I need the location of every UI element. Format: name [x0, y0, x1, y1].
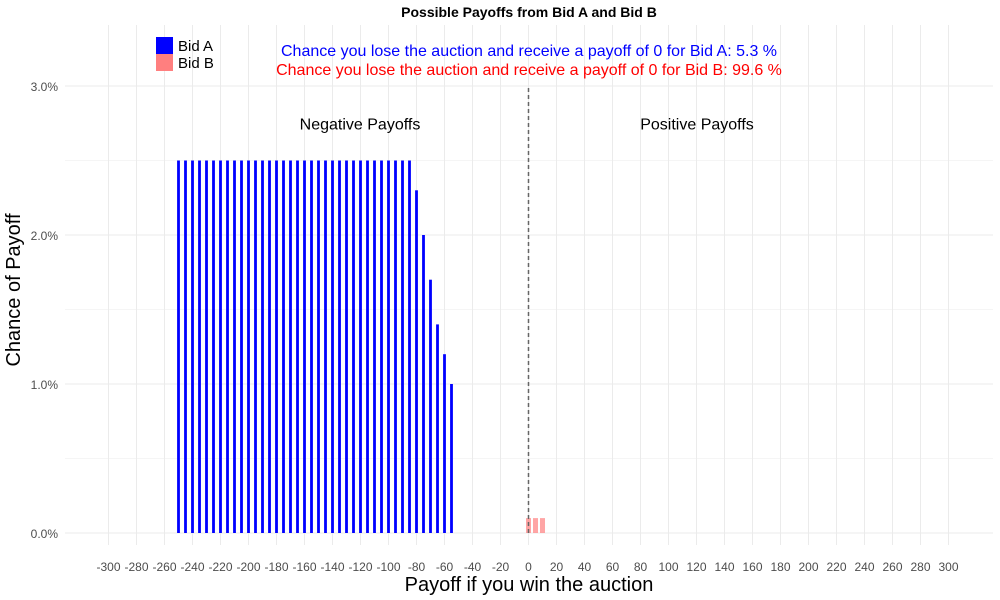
- y-tick-label: 2.0%: [31, 229, 59, 243]
- x-tick-label: -280: [124, 560, 148, 574]
- x-axis-title: Payoff if you win the auction: [405, 574, 654, 596]
- x-tick-label: -300: [96, 560, 120, 574]
- chart-title: Possible Payoffs from Bid A and Bid B: [401, 4, 657, 20]
- x-tick-label: -20: [492, 560, 510, 574]
- bid-a-bar: [296, 160, 299, 533]
- legend: Bid A Bid B: [156, 37, 214, 72]
- x-tick-label: 120: [686, 560, 706, 574]
- x-tick-label: 40: [578, 560, 592, 574]
- negative-payoffs-label: Negative Payoffs: [300, 116, 421, 133]
- bid-b-bar: [533, 518, 538, 533]
- bid-a-bar: [310, 160, 313, 533]
- x-tick-label: 160: [742, 560, 762, 574]
- bid-a-bar: [436, 324, 439, 533]
- bars: [177, 160, 545, 534]
- x-tick-label: 240: [854, 560, 874, 574]
- x-tick-label: 0: [525, 560, 532, 574]
- x-tick-label: 60: [606, 560, 620, 574]
- x-tick-label: -100: [376, 560, 400, 574]
- x-tick-label: -240: [180, 560, 204, 574]
- y-axis-title: Chance of Payoff: [3, 213, 25, 367]
- bid-a-bar: [177, 160, 180, 533]
- bid-a-bar: [450, 384, 453, 533]
- legend-swatch-bid-b: [156, 54, 173, 71]
- x-tick-label: -80: [408, 560, 426, 574]
- x-tick-label: 140: [714, 560, 734, 574]
- bid-a-bar: [303, 160, 306, 533]
- y-tick-labels: 0.0% 1.0% 2.0% 3.0%: [31, 80, 59, 541]
- x-tick-label: 220: [826, 560, 846, 574]
- x-tick-label: 180: [770, 560, 790, 574]
- bid-a-bar: [366, 160, 369, 533]
- bid-a-bar: [240, 160, 243, 533]
- x-tick-label: -60: [436, 560, 454, 574]
- bid-a-bar: [401, 160, 404, 533]
- bid-a-bar: [394, 160, 397, 533]
- bid-a-bar: [247, 160, 250, 533]
- bid-a-bar: [359, 160, 362, 533]
- y-tick-label: 3.0%: [31, 80, 59, 94]
- bid-a-bar: [261, 160, 264, 533]
- bid-a-bar: [205, 160, 208, 533]
- legend-label-bid-a: Bid A: [178, 38, 213, 55]
- bid-a-bar: [429, 279, 432, 533]
- bid-a-bar: [324, 160, 327, 533]
- x-tick-label: 20: [550, 560, 564, 574]
- x-tick-label: 280: [910, 560, 930, 574]
- legend-swatch-bid-a: [156, 37, 173, 54]
- x-tick-label: -220: [208, 560, 232, 574]
- bid-a-bar: [338, 160, 341, 533]
- x-tick-labels: -300 -280 -260 -240 -220 -200 -180 -160 -140 -120…: [96, 560, 958, 574]
- bid-a-bar: [191, 160, 194, 533]
- x-tick-label: -120: [348, 560, 372, 574]
- bid-a-bar: [268, 160, 271, 533]
- bid-a-bar: [254, 160, 257, 533]
- y-tick-label: 1.0%: [31, 378, 59, 392]
- x-tick-label: 100: [658, 560, 678, 574]
- x-tick-label: -200: [236, 560, 260, 574]
- bid-a-bar: [345, 160, 348, 533]
- bid-b-bar: [540, 518, 545, 533]
- bid-a-bar: [233, 160, 236, 533]
- bid-a-bar: [380, 160, 383, 533]
- x-tick-label: -160: [292, 560, 316, 574]
- bid-a-bar: [226, 160, 229, 533]
- annotation-bid-b: Chance you lose the auction and receive …: [276, 62, 782, 79]
- bid-a-bar: [219, 160, 222, 533]
- x-tick-label: 300: [938, 560, 958, 574]
- x-tick-label: 200: [798, 560, 818, 574]
- bid-a-bar: [373, 160, 376, 533]
- y-tick-label: 0.0%: [31, 527, 59, 541]
- x-tick-label: 80: [634, 560, 648, 574]
- bid-a-bar: [387, 160, 390, 533]
- bid-a-bar: [282, 160, 285, 533]
- x-tick-label: -260: [152, 560, 176, 574]
- bid-a-bar: [184, 160, 187, 533]
- bid-a-bar: [198, 160, 201, 533]
- bid-a-bar: [352, 160, 355, 533]
- bid-a-bar: [289, 160, 292, 533]
- bid-a-bar: [422, 235, 425, 533]
- x-tick-label: -180: [264, 560, 288, 574]
- x-tick-label: -40: [464, 560, 482, 574]
- bid-a-bar: [415, 190, 418, 534]
- x-tick-label: 260: [882, 560, 902, 574]
- bid-a-bar: [331, 160, 334, 533]
- annotation-bid-a: Chance you lose the auction and receive …: [281, 43, 777, 60]
- bid-a-bar: [408, 160, 411, 533]
- x-tick-label: -140: [320, 560, 344, 574]
- positive-payoffs-label: Positive Payoffs: [640, 116, 754, 133]
- legend-label-bid-b: Bid B: [178, 55, 214, 72]
- bid-a-bar: [317, 160, 320, 533]
- bid-a-bar: [212, 160, 215, 533]
- bid-a-bar: [275, 160, 278, 533]
- bid-a-bar: [443, 354, 446, 533]
